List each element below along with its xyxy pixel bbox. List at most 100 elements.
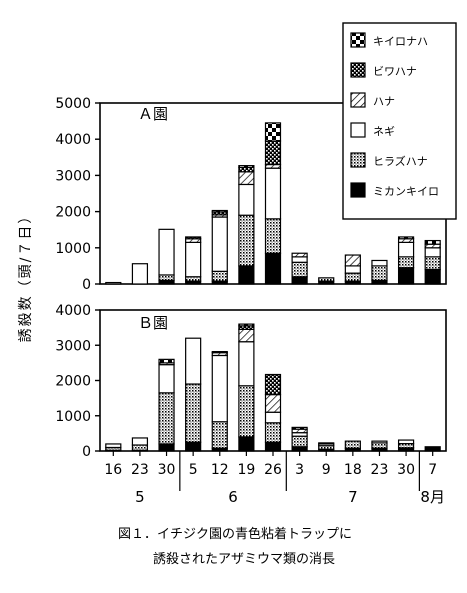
x-tick-label: 9 — [322, 462, 331, 478]
bar-segment — [131, 444, 149, 451]
x-tick-label: 7 — [428, 462, 437, 478]
bar-segment — [238, 165, 255, 169]
bar-segment — [291, 276, 308, 285]
legend-label: ビワハナ — [373, 65, 417, 78]
bar-segment — [371, 440, 388, 444]
bar-segment — [291, 252, 308, 258]
x-tick-label: 23 — [371, 462, 389, 478]
bar-segment — [185, 236, 202, 240]
month-label: 6 — [228, 488, 238, 506]
legend-label: ヒラズハナ — [373, 154, 428, 168]
legend-label: ミカンキイロ — [373, 185, 439, 198]
bar-segment — [238, 171, 255, 186]
bar-segment — [424, 247, 441, 258]
legend-label: ハナ — [373, 95, 395, 108]
bar-segment — [344, 254, 361, 267]
bar-segment — [291, 261, 308, 278]
figure-caption-line2: 誘殺されたアザミウマ類の消長 — [153, 552, 336, 567]
bar-segment — [238, 166, 255, 173]
bar-segment — [264, 441, 282, 452]
bar-segment — [185, 383, 202, 443]
bar-segment — [158, 358, 175, 364]
bar-segment — [238, 385, 255, 438]
bar-segment — [264, 218, 282, 254]
figure-caption-line1: 図１．イチジク園の青色粘着トラップに — [118, 527, 353, 542]
month-label: 5 — [135, 488, 145, 506]
bar-segment — [264, 140, 282, 166]
y-tick-label: 3000 — [55, 168, 91, 184]
bar-segment — [238, 214, 255, 267]
bar-segment — [158, 228, 175, 276]
bar-segment — [264, 122, 282, 142]
y-tick-label: 0 — [82, 277, 91, 293]
bar-segment — [291, 446, 308, 452]
bar-segment — [397, 256, 415, 269]
x-tick-label: 16 — [104, 462, 122, 478]
y-tick-label: 2000 — [55, 374, 91, 390]
bar-segment — [371, 265, 388, 281]
bar-segment — [344, 440, 361, 449]
bar-segment — [211, 209, 228, 213]
x-tick-label: 26 — [264, 462, 282, 478]
bar-segment — [211, 350, 228, 354]
bar-segment — [397, 439, 415, 445]
bar-segment — [264, 422, 282, 443]
x-tick-label: 30 — [397, 462, 415, 478]
bar-segment — [211, 270, 228, 282]
bar-segment — [211, 216, 228, 272]
x-tick-label: 18 — [344, 462, 362, 478]
bar-segment — [238, 323, 255, 327]
panel-label: Ａ園 — [138, 105, 168, 123]
bar-segment — [397, 267, 415, 285]
bar-segment — [397, 442, 415, 449]
x-tick-label: 12 — [211, 462, 229, 478]
y-tick-label: 0 — [82, 444, 91, 460]
bar-segment — [264, 252, 282, 285]
legend-swatch — [350, 92, 366, 108]
bar-segment — [371, 442, 388, 449]
legend-label: ネギ — [373, 125, 395, 138]
y-tick-label: 1000 — [55, 409, 91, 425]
bar-segment — [424, 239, 441, 245]
bar-segment — [344, 272, 361, 282]
bar-segment — [264, 394, 282, 413]
legend-label: キイロナハ — [373, 35, 428, 48]
bar-segment — [344, 265, 361, 274]
bar-segment — [158, 443, 175, 452]
bar-segment — [185, 241, 202, 278]
bar-segment — [238, 265, 255, 285]
bar-segment — [105, 281, 122, 285]
bar-segment — [397, 236, 415, 240]
x-tick-label: 23 — [131, 462, 149, 478]
bar-segment — [318, 442, 335, 445]
bar-segment — [397, 241, 415, 258]
bar-segment — [291, 256, 308, 263]
panel-label: Ｂ園 — [138, 314, 168, 332]
bar-segment — [264, 373, 282, 396]
bar-segment — [264, 411, 282, 424]
bar-segment — [185, 276, 202, 282]
bar-segment — [291, 435, 308, 448]
bar-segment — [291, 426, 308, 430]
bar-segment — [185, 337, 202, 385]
bar-segment — [158, 274, 175, 281]
bar-segment — [238, 183, 255, 216]
x-tick-label: 19 — [237, 462, 255, 478]
y-tick-label: 2000 — [55, 205, 91, 221]
bar-segment — [211, 354, 228, 423]
bar-segment — [158, 364, 175, 394]
bar-segment — [158, 392, 175, 445]
bar-segment — [424, 256, 441, 271]
legend-swatch — [350, 152, 366, 168]
legend-swatch — [350, 32, 366, 48]
x-tick-label: 30 — [158, 462, 176, 478]
x-tick-label: 3 — [295, 462, 304, 478]
y-tick-label: 1000 — [55, 241, 91, 257]
y-axis-title: 誘殺数（頭/７日） — [18, 208, 34, 343]
bar-segment — [211, 421, 228, 449]
bar-segment — [318, 277, 335, 282]
y-tick-label: 4000 — [55, 303, 91, 319]
legend-swatch — [350, 182, 366, 198]
bar-segment — [131, 437, 149, 446]
